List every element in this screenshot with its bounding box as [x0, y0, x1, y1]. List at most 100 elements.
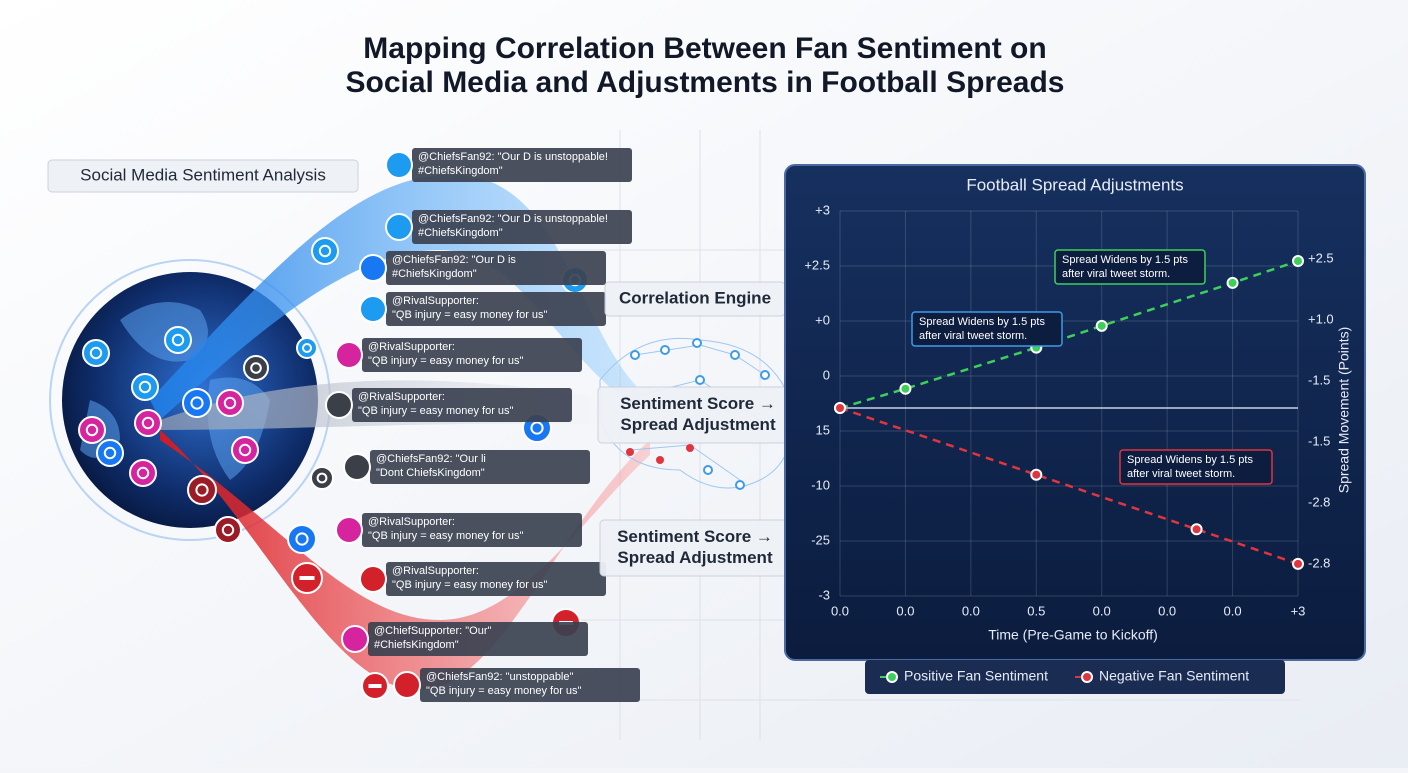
post-icon: [385, 151, 413, 179]
post-text: @ChiefsFan92: "unstoppable": [426, 671, 573, 683]
post-box: [368, 622, 588, 656]
icon-glyph: [89, 346, 103, 360]
y-tick-label: -25: [811, 532, 830, 547]
post-text: @RivalSupporter:: [392, 565, 479, 577]
post-text: @RivalSupporter:: [392, 295, 479, 307]
legend-swatch: [1081, 671, 1093, 683]
post: @ChiefsFan92: "Our D is unstoppable! #Chi…: [385, 148, 632, 182]
legend: Positive Fan Sentiment Negative Fan Senti…: [880, 668, 1249, 684]
icon-glyph: [136, 466, 150, 480]
post-text: #ChiefsKingdom": [418, 165, 503, 177]
y2-tick-label: +2.5: [1308, 250, 1334, 265]
chart-title: Football Spread Adjustments: [966, 175, 1183, 194]
social-icon: [82, 339, 110, 367]
y-tick-label: +0: [815, 312, 830, 327]
post-text: "QB injury = easy money for us": [368, 530, 524, 542]
social-icon: [131, 373, 159, 401]
x-axis-title: Time (Pre-Game to Kickoff): [988, 627, 1158, 643]
post-box: [386, 292, 606, 326]
social-icon: [214, 516, 242, 544]
y-tick-label: -3: [818, 587, 830, 602]
social-icon: [78, 416, 106, 444]
data-point: [1190, 523, 1203, 536]
y-tick-label: -10: [811, 477, 830, 492]
x-tick-label: +3: [1291, 603, 1306, 618]
y2-tick-label: -1.5: [1308, 433, 1330, 448]
social-icon: [182, 388, 212, 418]
post-text: "QB injury = easy money for us": [358, 405, 514, 417]
icon-glyph: [221, 523, 235, 537]
post-text: @RivalSupporter:: [368, 516, 455, 528]
post-box: [412, 148, 632, 182]
post-text: #ChiefsKingdom": [392, 268, 477, 280]
title-line: Social Media and Adjustments in Football…: [345, 66, 1064, 99]
post-icon: [325, 391, 353, 419]
post-icon: [385, 213, 413, 241]
brain-red-nodes: [626, 444, 694, 464]
post-text: "QB injury = easy money for us": [368, 355, 524, 367]
y2-tick-label: -2.8: [1308, 555, 1330, 570]
post-box: [370, 450, 590, 484]
post: @ChiefsFan92: "unstoppable" "QB injury = …: [393, 668, 640, 702]
section-label: Spread Adjustment: [617, 548, 773, 567]
post: @RivalSupporter: "QB injury = easy money …: [325, 388, 572, 422]
post-text: #ChiefsKingdom": [418, 227, 503, 239]
post-text: @ChiefsFan92: "Our li: [376, 453, 486, 465]
post-text: "Dont ChiefsKingdom": [376, 467, 485, 479]
post: @ChiefSupporter: "Our" #ChiefsKingdom": [341, 622, 588, 656]
post-icon: [341, 625, 369, 653]
data-point: [1095, 319, 1108, 332]
post: @RivalSupporter: "QB injury = easy money …: [335, 513, 582, 547]
icon-glyph: [138, 380, 152, 394]
post: @ChiefsFan92: "Our D is #ChiefsKingdom": [359, 251, 606, 285]
icon-glyph: [103, 446, 117, 460]
brain-nodes: [630, 338, 770, 490]
post-box: [386, 562, 606, 596]
social-icon: [216, 389, 244, 417]
post-box: [386, 251, 606, 285]
x-tick-label: 0.0: [962, 603, 980, 618]
legend-label: Positive Fan Sentiment: [904, 668, 1048, 684]
social-icon: [243, 355, 269, 381]
post-text: @ChiefsFan92: "Our D is: [392, 254, 516, 266]
title-line: Mapping Correlation Between Fan Sentimen…: [363, 32, 1046, 65]
post-box: [362, 338, 582, 372]
icon-glyph: [316, 472, 328, 484]
x-tick-label: 0.5: [1027, 603, 1045, 618]
icon-glyph: [238, 443, 252, 457]
icon-glyph: [299, 576, 315, 580]
post: @RivalSupporter: "QB injury = easy money …: [335, 338, 582, 372]
social-icon: [96, 439, 124, 467]
post-text: @ChiefSupporter: "Our": [374, 625, 492, 637]
y-tick-label: +2.5: [804, 257, 830, 272]
icon-glyph: [223, 396, 237, 410]
legend-label: Negative Fan Sentiment: [1099, 668, 1249, 684]
y2-axis-title: Spread Movement (Points): [1336, 327, 1352, 494]
section-label: Sentiment Score →: [620, 394, 776, 413]
post-text: @ChiefsFan92: "Our D is unstoppable!: [418, 213, 608, 225]
annotation-box: [1119, 449, 1273, 485]
icon-glyph: [530, 421, 544, 435]
post-icon: [343, 453, 371, 481]
section-label: Sentiment Score →: [617, 527, 773, 546]
post-icon: [359, 295, 387, 323]
icon-glyph: [318, 244, 332, 258]
data-point: [834, 401, 846, 414]
icon-glyph: [171, 333, 185, 347]
data-point: [1226, 276, 1239, 289]
social-icon: [164, 326, 192, 354]
data-point: [899, 382, 912, 395]
post-text: @RivalSupporter:: [368, 341, 455, 353]
post-box: [352, 388, 572, 422]
series-line: [839, 259, 1299, 410]
x-tick-label: 0.0: [1224, 603, 1242, 618]
x-tick-label: 0.0: [1093, 603, 1111, 618]
posts: @ChiefsFan92: "Our D is unstoppable! #Chi…: [325, 148, 640, 702]
section-label-box: [47, 159, 359, 193]
icon-glyph: [295, 532, 309, 546]
data-point: [1030, 468, 1043, 481]
annotation-text: after viral tweet storm.: [919, 330, 1027, 342]
icon-glyph: [195, 483, 209, 497]
post-text: @RivalSupporter:: [358, 391, 445, 403]
icon-glyph: [368, 684, 382, 688]
